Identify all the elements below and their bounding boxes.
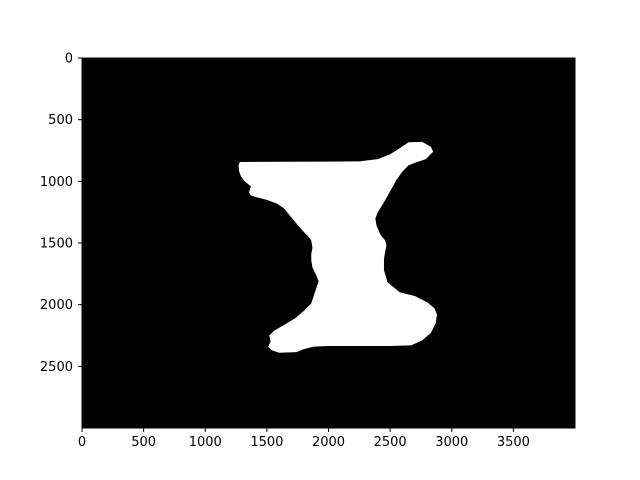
x-tick-label: 3000 bbox=[435, 435, 468, 450]
x-tick-label: 0 bbox=[78, 435, 86, 450]
x-tick-label: 3500 bbox=[497, 435, 530, 450]
y-tick-label: 1000 bbox=[40, 175, 73, 190]
y-tick-label: 500 bbox=[48, 113, 73, 128]
x-axis: 0 500 1000 1500 2000 2500 3000 3500 bbox=[78, 428, 530, 450]
y-tick-label: 1500 bbox=[40, 237, 73, 252]
x-tick-label: 1000 bbox=[189, 435, 222, 450]
x-tick-label: 500 bbox=[131, 435, 156, 450]
y-tick-label: 2000 bbox=[40, 298, 73, 313]
y-tick-label: 0 bbox=[65, 52, 73, 67]
x-tick-label: 2000 bbox=[312, 435, 345, 450]
y-tick-label: 2500 bbox=[40, 360, 73, 375]
white-mask-shape bbox=[238, 141, 437, 353]
plot-area bbox=[81, 57, 576, 429]
x-tick-label: 2500 bbox=[374, 435, 407, 450]
x-tick-label: 1500 bbox=[250, 435, 283, 450]
y-axis: 0 500 1000 1500 2000 2500 bbox=[40, 52, 82, 375]
